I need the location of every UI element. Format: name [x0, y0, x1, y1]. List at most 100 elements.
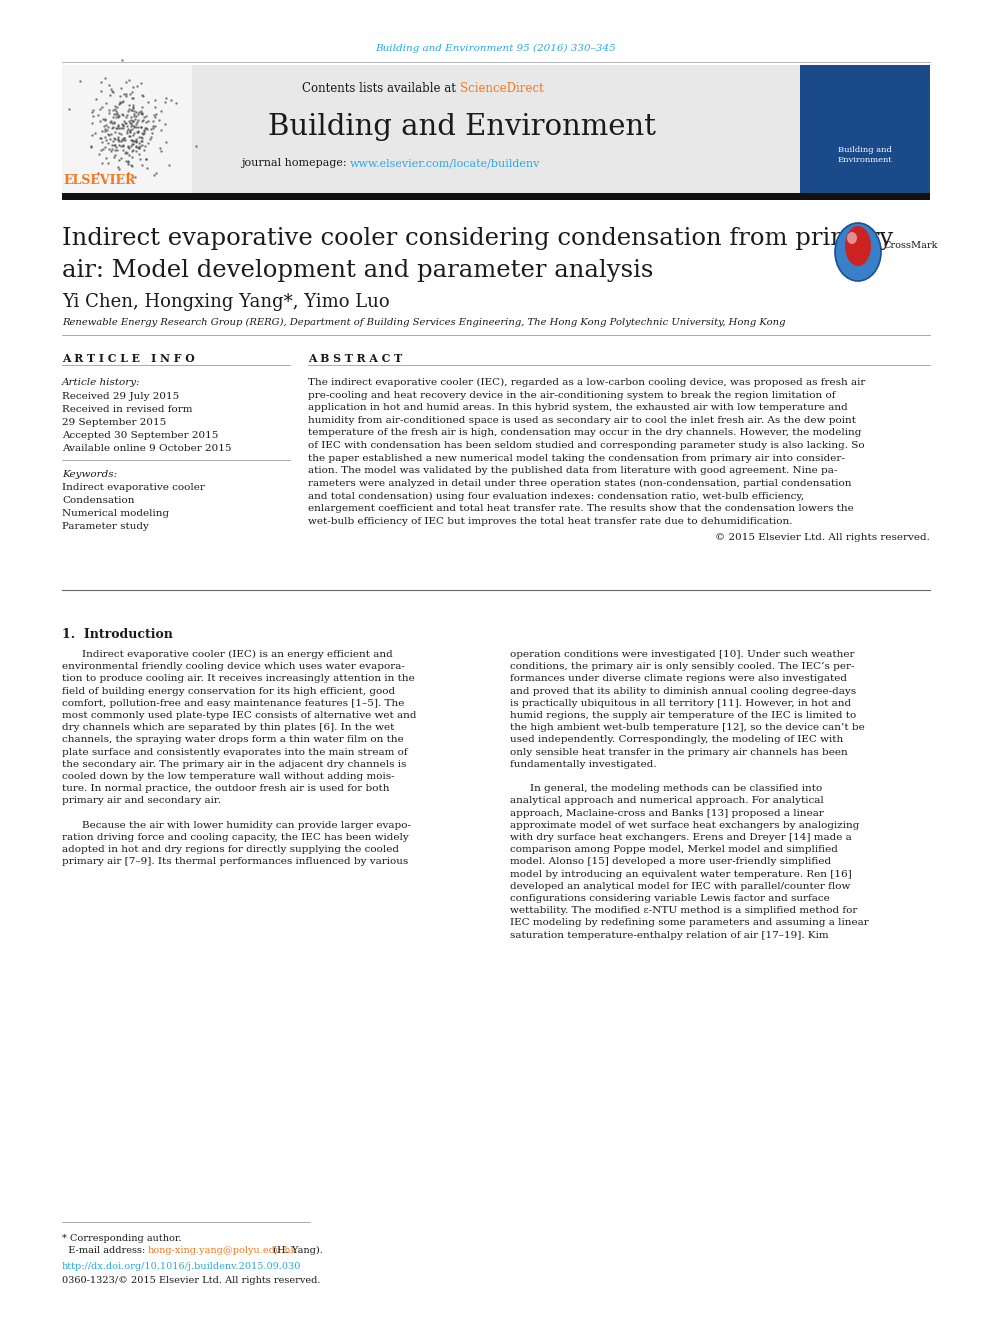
- Point: [115, 118, 131, 139]
- Point: [122, 119, 138, 140]
- Point: [96, 115, 112, 136]
- Point: [147, 106, 163, 127]
- Point: [144, 123, 160, 144]
- Point: [87, 122, 103, 143]
- Point: [84, 112, 100, 134]
- Text: Building and
Environment: Building and Environment: [837, 147, 893, 164]
- Point: [108, 101, 124, 122]
- Point: [148, 103, 164, 124]
- Text: comfort, pollution-free and easy maintenance features [1–5]. The: comfort, pollution-free and easy mainten…: [62, 699, 405, 708]
- Point: [106, 103, 122, 124]
- Text: Renewable Energy Research Group (RERG), Department of Building Services Engineer: Renewable Energy Research Group (RERG), …: [62, 318, 786, 327]
- Text: Parameter study: Parameter study: [62, 523, 149, 531]
- Point: [61, 98, 76, 119]
- Point: [115, 134, 131, 155]
- Point: [103, 139, 119, 160]
- Point: [113, 124, 129, 146]
- Point: [116, 110, 132, 131]
- Point: [117, 143, 133, 164]
- Point: [131, 138, 147, 159]
- Text: ation. The model was validated by the published data from literature with good a: ation. The model was validated by the pu…: [308, 466, 837, 475]
- Text: the secondary air. The primary air in the adjacent dry channels is: the secondary air. The primary air in th…: [62, 759, 407, 769]
- Text: Keywords:: Keywords:: [62, 470, 117, 479]
- Point: [107, 122, 123, 143]
- Point: [142, 128, 158, 149]
- Point: [95, 108, 111, 130]
- Point: [126, 116, 142, 138]
- Point: [114, 50, 130, 71]
- Point: [109, 116, 125, 138]
- Text: Building and Environment 95 (2016) 330–345: Building and Environment 95 (2016) 330–3…: [376, 44, 616, 53]
- Point: [92, 128, 108, 149]
- Point: [106, 128, 122, 149]
- Point: [133, 116, 149, 138]
- Point: [110, 114, 126, 135]
- Text: of IEC with condensation has been seldom studied and corresponding parameter stu: of IEC with condensation has been seldom…: [308, 441, 865, 450]
- Point: [134, 102, 150, 123]
- Point: [138, 112, 154, 134]
- Point: [124, 81, 140, 102]
- Text: Received in revised form: Received in revised form: [62, 405, 192, 414]
- Point: [115, 90, 131, 111]
- Point: [128, 102, 144, 123]
- Point: [121, 98, 137, 119]
- Point: [138, 148, 154, 169]
- Text: rameters were analyzed in detail under three operation states (non-condensation,: rameters were analyzed in detail under t…: [308, 479, 851, 488]
- Point: [137, 118, 153, 139]
- Point: [144, 126, 160, 147]
- Point: [122, 122, 138, 143]
- Point: [119, 122, 135, 143]
- Point: [133, 131, 149, 152]
- Point: [115, 105, 131, 126]
- Point: [117, 130, 133, 151]
- Point: [100, 124, 116, 146]
- Point: [137, 120, 153, 142]
- Text: humidity from air-conditioned space is used as secondary air to cool the inlet f: humidity from air-conditioned space is u…: [308, 415, 856, 425]
- Point: [124, 155, 140, 176]
- Text: configurations considering variable Lewis factor and surface: configurations considering variable Lewi…: [510, 894, 829, 904]
- Point: [147, 97, 163, 118]
- Point: [106, 112, 122, 134]
- Point: [71, 70, 87, 91]
- Point: [134, 135, 150, 156]
- Point: [121, 69, 137, 90]
- Point: [107, 144, 123, 165]
- Text: air: Model development and parameter analysis: air: Model development and parameter ana…: [62, 258, 654, 282]
- Text: temperature of the fresh air is high, condensation may occur in the dry channels: temperature of the fresh air is high, co…: [308, 429, 861, 438]
- Text: plate surface and consistently evaporates into the main stream of: plate surface and consistently evaporate…: [62, 747, 408, 757]
- Text: environmental friendly cooling device which uses water evapora-: environmental friendly cooling device wh…: [62, 663, 405, 671]
- Text: CrossMark: CrossMark: [884, 242, 938, 250]
- Point: [125, 77, 141, 98]
- Text: Available online 9 October 2015: Available online 9 October 2015: [62, 445, 231, 452]
- Point: [110, 127, 126, 148]
- Point: [111, 106, 127, 127]
- Point: [136, 110, 152, 131]
- Point: [123, 99, 139, 120]
- Point: [138, 118, 154, 139]
- Point: [119, 142, 135, 163]
- Point: [110, 128, 126, 149]
- Text: only sensible heat transfer in the primary air channels has been: only sensible heat transfer in the prima…: [510, 747, 848, 757]
- Point: [130, 108, 146, 130]
- Point: [153, 142, 169, 163]
- Point: [123, 108, 139, 130]
- Point: [130, 120, 146, 142]
- Point: [128, 131, 144, 152]
- Point: [119, 105, 135, 126]
- Point: [122, 120, 138, 142]
- Point: [101, 139, 117, 160]
- Point: [188, 136, 204, 157]
- Text: and proved that its ability to diminish annual cooling degree-days: and proved that its ability to diminish …: [510, 687, 856, 696]
- Point: [123, 153, 139, 175]
- Ellipse shape: [845, 226, 871, 266]
- Point: [111, 149, 127, 171]
- Point: [139, 148, 155, 169]
- Text: conditions, the primary air is only sensibly cooled. The IEC’s per-: conditions, the primary air is only sens…: [510, 663, 854, 671]
- Point: [119, 115, 135, 136]
- Point: [103, 123, 119, 144]
- Point: [121, 110, 137, 131]
- Point: [106, 147, 122, 168]
- Point: [105, 82, 121, 103]
- Point: [134, 110, 150, 131]
- Point: [114, 114, 130, 135]
